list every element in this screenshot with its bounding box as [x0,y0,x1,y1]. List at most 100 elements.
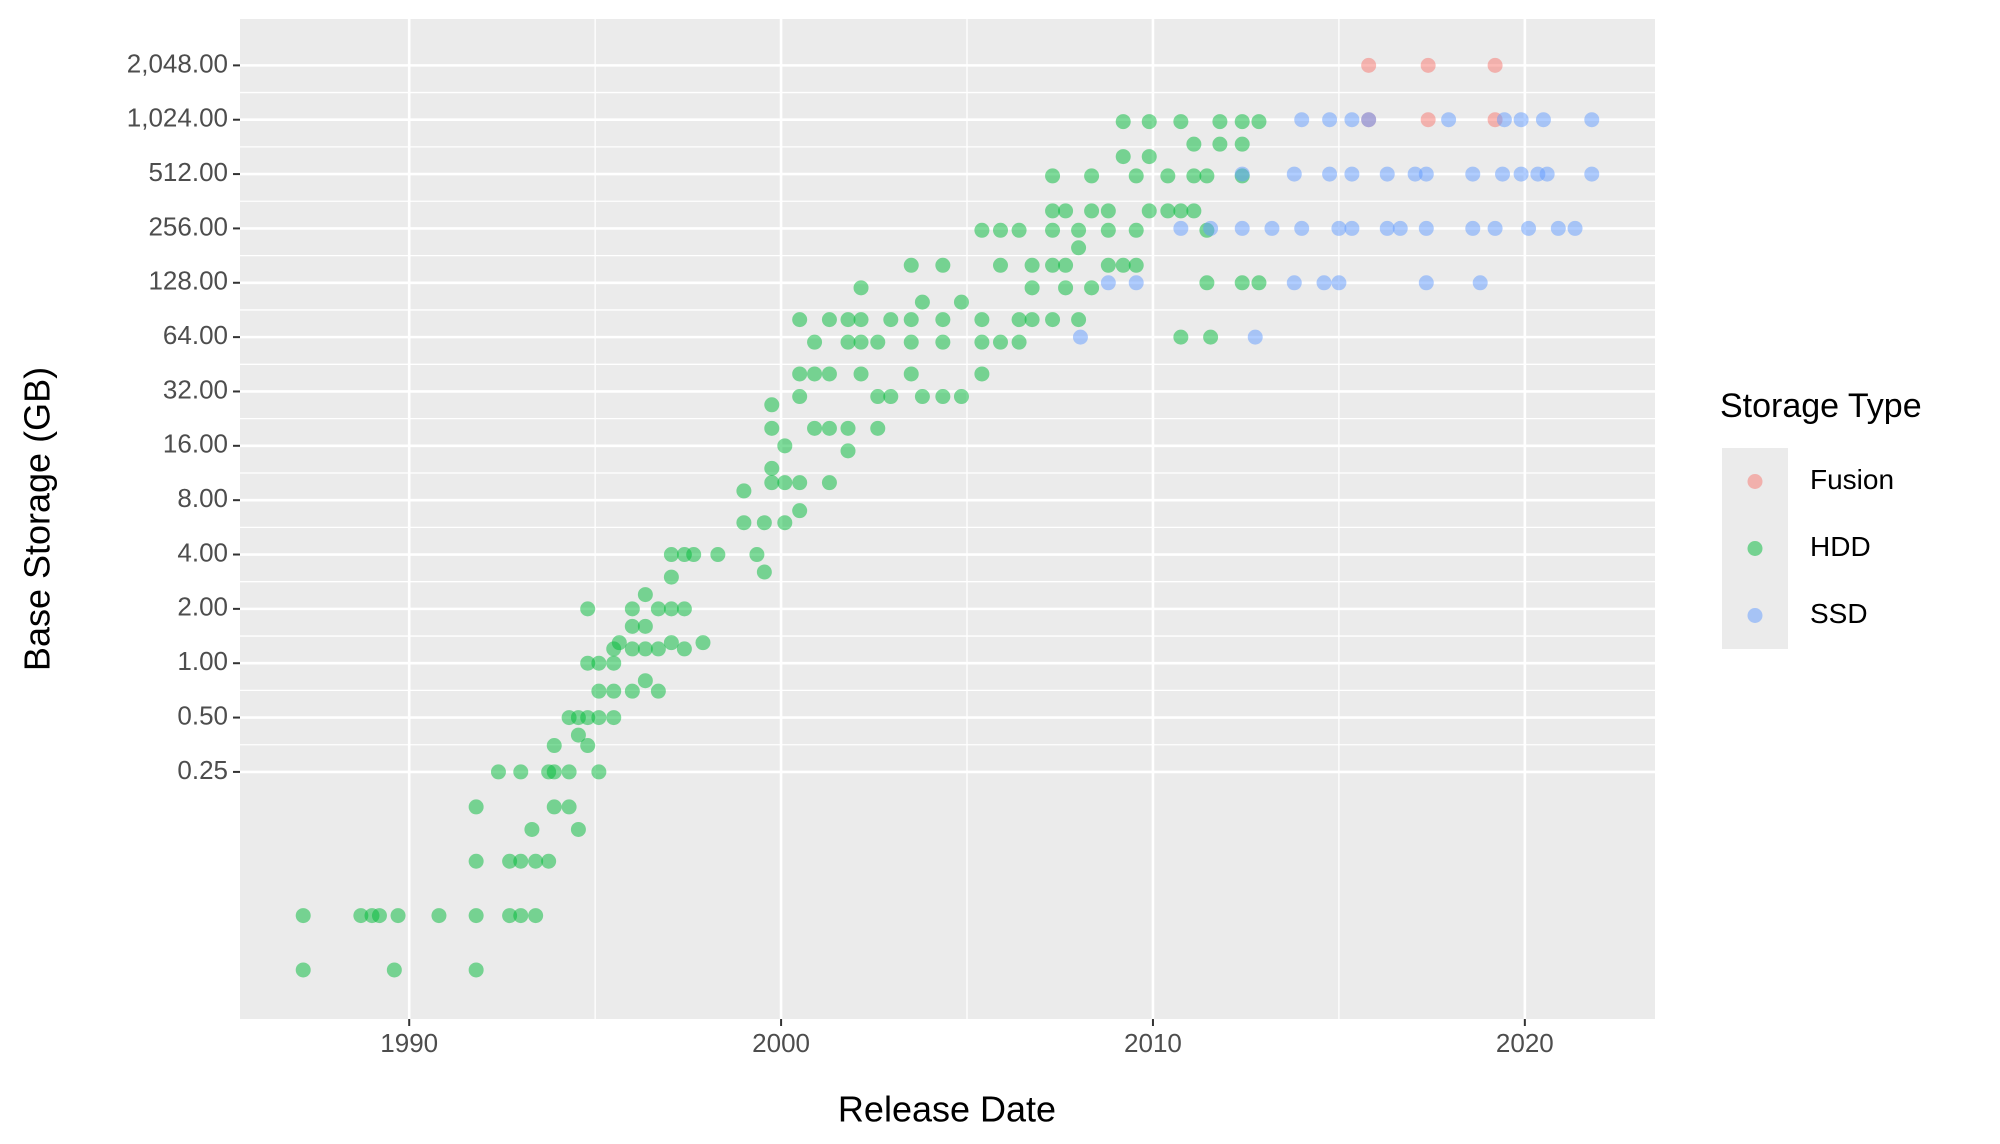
point [1160,203,1176,219]
legend-label: HDD [1810,531,1871,562]
point [637,618,653,634]
point [1071,312,1087,328]
point [1361,57,1377,73]
point [903,312,919,328]
point [1379,220,1395,236]
point [764,475,780,491]
y-tick-label: 8.00 [177,483,228,513]
point [591,655,607,671]
point [853,366,869,382]
point [1045,222,1061,238]
legend-label: Fusion [1810,464,1894,495]
y-tick-label: 16.00 [163,429,228,459]
point [840,420,856,436]
point [468,799,484,815]
point [974,366,990,382]
y-tick-label: 512.00 [148,157,228,187]
legend-swatch [1747,608,1763,623]
point [1286,275,1302,291]
point [606,683,622,699]
point [1100,203,1116,219]
point [1011,312,1027,328]
point [1186,203,1202,219]
point [974,222,990,238]
x-tick-label: 1990 [380,1028,438,1058]
point [756,515,772,531]
point [468,853,484,869]
point [821,312,837,328]
point [821,475,837,491]
point [1011,334,1027,350]
point [736,515,752,531]
point [1100,257,1116,273]
point [1024,257,1040,273]
point [1234,275,1250,291]
point [1331,220,1347,236]
y-axis-title: Base Storage (GB) [17,367,58,671]
point [1361,112,1377,128]
point [1128,275,1144,291]
point [807,366,823,382]
point [580,655,596,671]
point [1141,114,1157,130]
point [870,420,886,436]
point [1316,275,1332,291]
point [1115,114,1131,130]
point [637,641,653,657]
y-tick-label: 1,024.00 [127,103,228,133]
x-axis-title: Release Date [838,1089,1056,1130]
point [935,312,951,328]
point [764,460,780,476]
point [903,366,919,382]
point [561,799,577,815]
point [1521,220,1537,236]
point [1084,168,1100,184]
point [792,312,808,328]
point [513,764,529,780]
point [1418,275,1434,291]
point [1072,329,1088,345]
point [853,312,869,328]
point [1441,112,1457,128]
point [546,738,562,754]
point [570,727,586,743]
point [624,601,640,617]
point [1247,329,1263,345]
point [1251,275,1267,291]
point [777,475,793,491]
point [1084,203,1100,219]
point [513,908,529,924]
point [992,257,1008,273]
point [1294,112,1310,128]
point [686,547,702,563]
point [1045,257,1061,273]
point [1379,166,1395,182]
point [764,397,780,413]
point [1344,220,1360,236]
point [580,710,596,726]
point [663,547,679,563]
point [1465,166,1481,182]
point [580,601,596,617]
point [591,710,607,726]
point [992,334,1008,350]
point [1203,220,1219,236]
point [1344,166,1360,182]
point [695,635,711,651]
point [1173,114,1189,130]
point [353,908,369,924]
point [580,738,596,754]
point [853,334,869,350]
point [1115,149,1131,165]
y-tick-label: 4.00 [177,537,228,567]
point [541,853,557,869]
point [792,389,808,405]
point [1115,257,1131,273]
point [903,257,919,273]
point [1011,222,1027,238]
y-tick-label: 64.00 [163,320,228,350]
point [1199,275,1215,291]
point [1251,114,1267,130]
x-tick-label: 2000 [752,1028,810,1058]
